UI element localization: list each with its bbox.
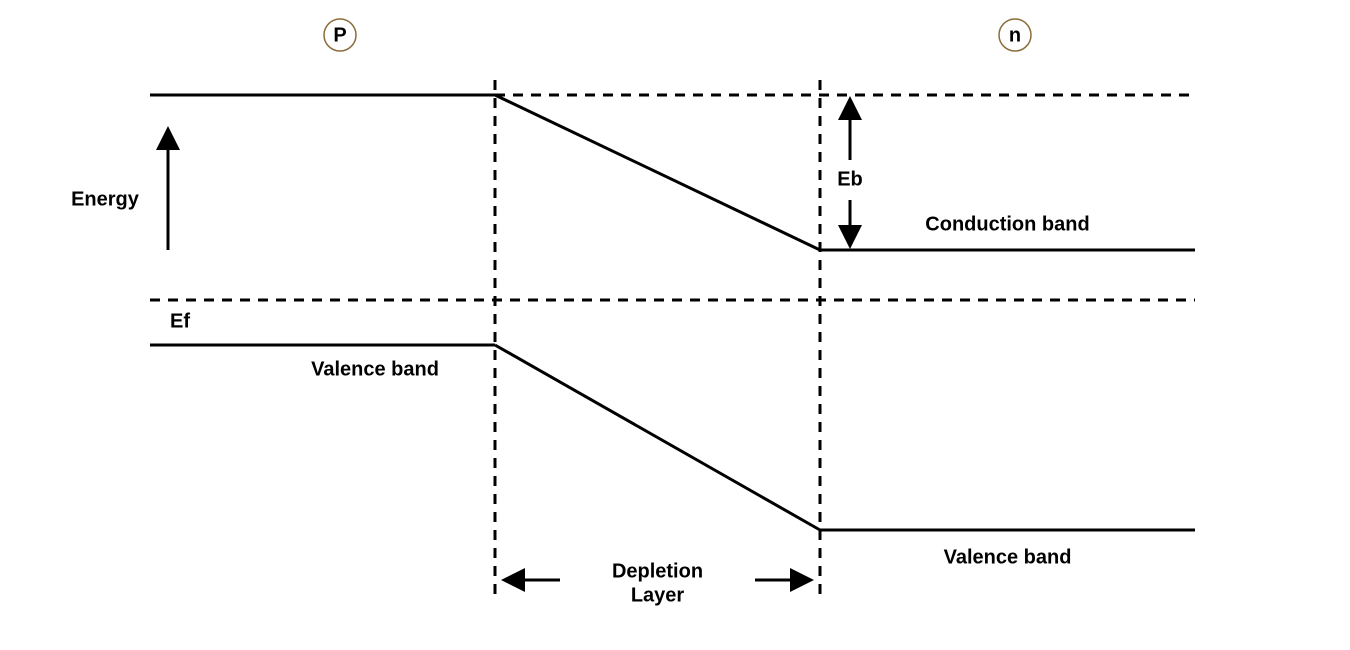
valence-band-p-label: Valence band	[311, 358, 439, 380]
n-label: n	[1009, 24, 1021, 46]
ef-label: Ef	[170, 310, 190, 332]
valence-band-n-label: Valence band	[944, 546, 1072, 568]
conduction-band-label: Conduction band	[925, 213, 1089, 235]
energy-band-diagram: Energy Eb DepletionLayer Pn Ef Valence band Co…	[0, 0, 1350, 650]
cb-slope	[495, 95, 820, 250]
p-label: P	[333, 24, 346, 46]
eb-label: Eb	[837, 168, 863, 190]
energy-label: Energy	[71, 188, 140, 210]
vb-slope	[495, 345, 820, 530]
depletion-label-2: Layer	[631, 584, 685, 606]
depletion-label-1: Depletion	[612, 560, 703, 582]
